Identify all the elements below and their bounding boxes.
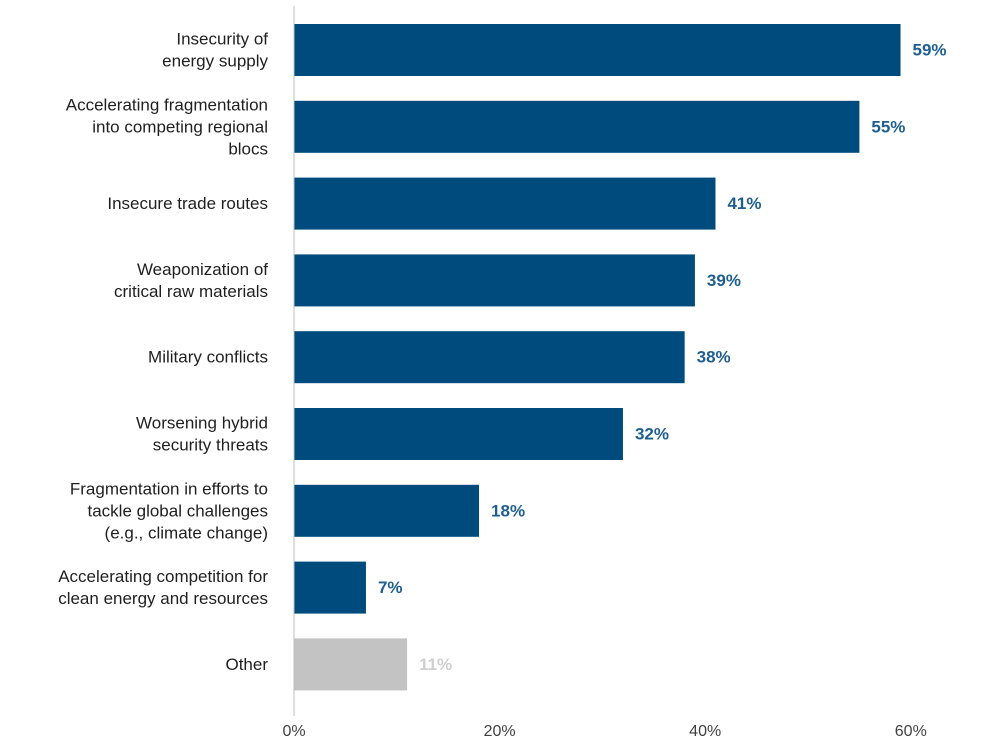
category-labels: Insecurity of energy supply Accelerating f… (58, 30, 268, 674)
x-axis-ticks: 0% 20% 40% 60% (282, 723, 926, 740)
value-label-8: 7% (378, 578, 403, 597)
bar-1 (294, 24, 901, 76)
category-label-line: Weaponization of (137, 260, 268, 279)
value-label-6: 32% (635, 425, 669, 444)
value-label-2: 55% (871, 117, 905, 136)
x-tick-label-0: 0% (282, 723, 305, 740)
category-label-line: clean energy and resources (58, 589, 268, 608)
bar-5 (294, 331, 685, 384)
category-label-line: blocs (228, 139, 268, 158)
x-tick-label-60: 60% (895, 723, 927, 740)
category-label-3: Insecure trade routes (107, 194, 268, 213)
category-label-line: (e.g., climate change) (105, 523, 268, 542)
bar-6 (294, 408, 623, 460)
value-label-5: 38% (697, 348, 731, 367)
category-label-line: Insecurity of (176, 30, 268, 49)
bars-layer (294, 24, 901, 691)
category-label-line: Accelerating competition for (58, 567, 268, 586)
category-label-line: Insecure trade routes (107, 194, 268, 213)
category-label-5: Military conflicts (148, 348, 268, 367)
category-label-8: Accelerating competition for clean energy… (58, 567, 268, 608)
x-tick-label-40: 40% (689, 723, 721, 740)
category-label-7: Fragmentation in efforts to tackle global… (70, 479, 268, 542)
category-label-line: into competing regional (92, 117, 268, 136)
bar-9 (294, 638, 408, 691)
value-label-4: 39% (707, 271, 741, 290)
category-label-6: Worsening hybrid security threats (136, 414, 268, 455)
value-label-9: 11% (419, 655, 452, 674)
value-label-1: 59% (913, 41, 947, 60)
category-label-line: Military conflicts (148, 348, 268, 367)
category-label-2: Accelerating fragmentation into competing… (66, 95, 268, 158)
category-label-line: Worsening hybrid (136, 414, 268, 433)
category-label-line: Other (225, 655, 268, 674)
bar-8 (294, 561, 366, 614)
value-labels: 59% 55% 41% 39% 38% 32% 18% 7% 11% (378, 41, 947, 674)
category-label-line: Fragmentation in efforts to (70, 479, 268, 498)
bar-2 (294, 100, 860, 153)
bar-4 (294, 254, 695, 307)
bar-7 (294, 484, 480, 537)
category-label-line: Accelerating fragmentation (66, 95, 268, 114)
x-tick-label-20: 20% (484, 723, 516, 740)
category-label-line: energy supply (162, 52, 268, 71)
value-label-3: 41% (727, 194, 761, 213)
category-label-1: Insecurity of energy supply (162, 30, 268, 71)
bar-3 (294, 177, 716, 230)
category-label-line: critical raw materials (114, 282, 268, 301)
value-label-7: 18% (491, 501, 525, 520)
category-label-4: Weaponization of critical raw materials (114, 260, 268, 301)
category-label-line: tackle global challenges (87, 501, 268, 520)
category-label-9: Other (225, 655, 268, 674)
category-label-line: security threats (153, 436, 268, 455)
